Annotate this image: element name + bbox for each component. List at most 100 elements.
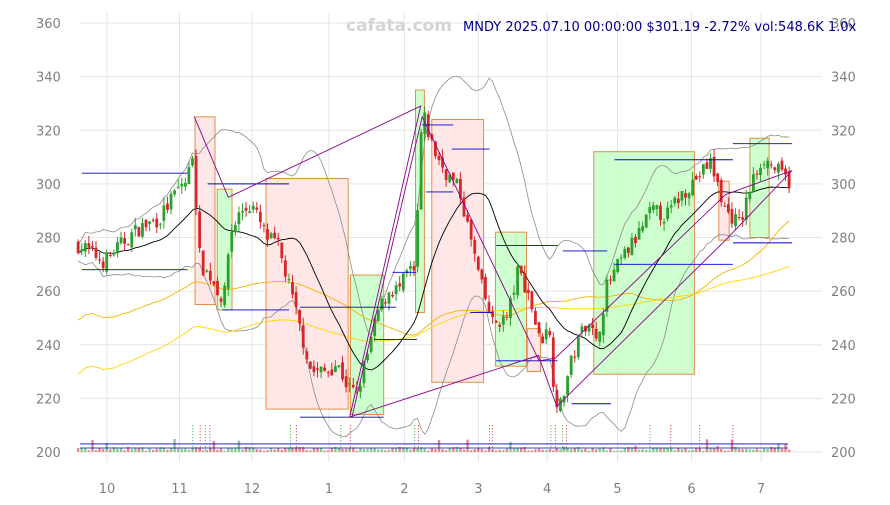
candle-body (180, 183, 184, 187)
candle-body (155, 218, 159, 228)
volume-bar (187, 449, 191, 452)
x-tick-label: 6 (687, 482, 695, 497)
candle-body (312, 366, 316, 373)
volume-bar (437, 440, 441, 452)
volume-bar (273, 449, 276, 452)
candle-body (166, 203, 169, 210)
candle-body (551, 337, 555, 387)
candle-body (780, 160, 784, 170)
volume-bar (209, 448, 212, 452)
candle-body (198, 211, 202, 248)
volume-bar (787, 449, 791, 452)
candle-body (519, 265, 523, 274)
candle-body (501, 315, 505, 325)
candle-body (641, 226, 645, 232)
x-tick-label: 3 (474, 482, 482, 497)
volume-bar (734, 446, 737, 452)
volume-bar (670, 448, 673, 452)
volume-bar (584, 448, 587, 452)
candle-body (162, 205, 166, 221)
volume-bar (441, 449, 444, 452)
volume-bar (502, 450, 505, 452)
candle-body (473, 240, 477, 254)
moving-average-mid (77, 220, 790, 336)
x-tick-label: 10 (99, 482, 116, 497)
candle-body (759, 167, 762, 175)
candle-body (266, 229, 269, 240)
volume-bar (327, 450, 330, 452)
candle-body (248, 211, 252, 213)
volume-bar (237, 440, 241, 452)
candle-body (512, 292, 516, 295)
candle-body (94, 247, 98, 258)
volume-bar (730, 439, 734, 452)
candle-body (416, 210, 419, 267)
candle-body (644, 214, 648, 228)
candle-body (455, 179, 459, 184)
volume-bar (619, 450, 623, 452)
candle-body (326, 372, 330, 374)
candle-body (205, 270, 209, 272)
candle-body (626, 247, 630, 253)
y-tick-label: 300 (36, 178, 61, 193)
candle-body (294, 292, 298, 308)
candle-body (169, 193, 173, 210)
candle-body (684, 193, 687, 198)
range-box-up (593, 151, 695, 375)
candle-body (333, 366, 337, 373)
candle-body (787, 171, 791, 189)
y-tick-label: 260 (831, 285, 856, 300)
candle-body (744, 197, 748, 220)
candle-body (776, 163, 780, 173)
candle-body (112, 254, 116, 256)
volume-bar (105, 442, 108, 452)
candle-body (391, 295, 394, 297)
candle-body (616, 258, 620, 272)
candle-body (305, 351, 309, 360)
volume-bar (380, 449, 384, 452)
y-tick-label: 320 (831, 124, 856, 139)
candle-body (362, 362, 366, 384)
volume-bar (223, 450, 226, 452)
volume-bar (176, 448, 180, 452)
volume-bar (691, 449, 694, 452)
candle-body (123, 238, 126, 244)
volume-bar (419, 447, 423, 452)
volume-bar (337, 447, 341, 452)
volume-bar (387, 449, 391, 452)
candle-body (537, 322, 541, 334)
candle-body (116, 242, 119, 254)
candle-body (734, 214, 737, 227)
volume-bar (234, 448, 237, 452)
volume-bar (655, 447, 659, 452)
y-tick-label: 240 (36, 339, 61, 354)
volume-bar (523, 446, 526, 452)
bollinger-upper (77, 75, 790, 336)
candle-body (623, 248, 627, 258)
candle-body (526, 289, 530, 293)
volume-bar (162, 447, 166, 452)
candle-body (298, 310, 302, 324)
candle-body (98, 259, 101, 261)
candle-body (319, 366, 323, 373)
candle-body (730, 209, 734, 224)
volume-bar (244, 446, 248, 452)
volume-bar (530, 450, 534, 452)
volume-bar (194, 447, 198, 452)
volume-bar (298, 446, 301, 452)
volume-bar (641, 449, 644, 452)
volume-bar (141, 447, 144, 452)
volume-bar (745, 448, 748, 452)
candle-body (719, 179, 723, 203)
moving-average-long (77, 265, 790, 375)
candle-body (255, 207, 259, 210)
volume-bar (151, 449, 155, 452)
candle-body (208, 270, 212, 281)
candle-body (405, 270, 409, 274)
candle-body (394, 285, 398, 295)
volume-bar (91, 439, 94, 452)
volume-bars (76, 438, 791, 452)
volume-bar (709, 448, 712, 452)
candle-body (141, 223, 144, 237)
volume-bar (770, 446, 773, 452)
